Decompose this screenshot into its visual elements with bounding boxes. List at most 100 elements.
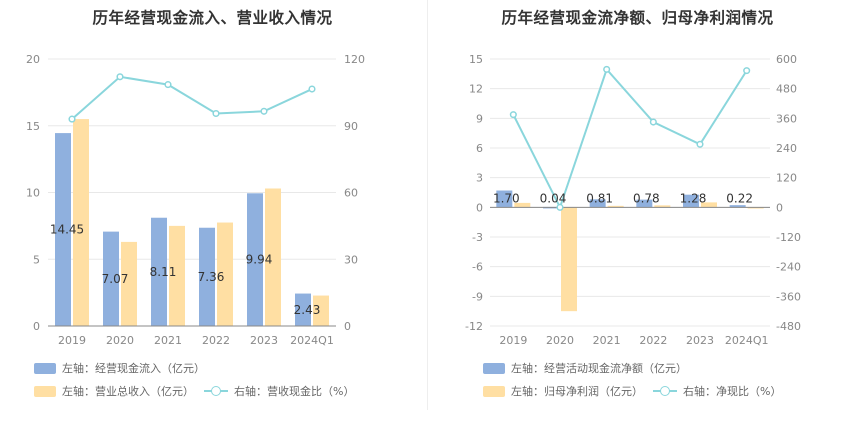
y-right-tick-label: 30 — [344, 253, 358, 266]
y-left-tick-label: 5 — [33, 253, 40, 266]
line-point — [260, 107, 268, 115]
y-left-tick-label: 15 — [469, 53, 483, 66]
y-left-tick-label: -3 — [472, 231, 483, 244]
x-tick-label: 2024Q1 — [725, 334, 769, 347]
data-label: 0.81 — [586, 191, 613, 205]
data-label: 1.70 — [493, 191, 520, 205]
data-label: 2.43 — [294, 303, 321, 317]
bar-series-1 — [683, 194, 699, 208]
x-tick-label: 2024Q1 — [290, 334, 334, 347]
line-point — [649, 118, 657, 126]
y-left-tick-label: 10 — [26, 187, 40, 200]
x-tick-label: 2022 — [202, 334, 230, 347]
bar-series-2 — [169, 225, 185, 326]
chart-canvas: 0 5 10 15 20 0 30 60 90 120 2019 2020 2021 2022 2023 20… — [26, 53, 365, 347]
chart-title: 历年经营现金流入、营业收入情况 — [92, 9, 333, 27]
bar-series-1 — [151, 217, 167, 326]
x-tick-label: 2023 — [686, 334, 714, 347]
line-point — [68, 115, 76, 123]
line-point — [509, 111, 517, 119]
bar-series-1 — [103, 231, 119, 326]
y-right-tick-label: 120 — [344, 53, 365, 66]
x-tick-label: 2021 — [593, 334, 621, 347]
y-right-tick-label: 0 — [776, 201, 783, 214]
y-right-tick-label: 120 — [776, 172, 797, 185]
bar-series-2 — [654, 205, 671, 208]
legend-item[interactable]: 左轴：经营现金流入（亿元） — [34, 360, 205, 376]
legend-item[interactable]: 右轴：营收现金比（%） — [204, 383, 354, 399]
chart-title: 历年经营现金流净额、归母净利润情况 — [501, 9, 774, 27]
y-right-tick-label: -360 — [776, 290, 801, 303]
chart-panel-right: 历年经营现金流净额、归母净利润情况 -12 -9 -6 -3 0 3 6 9 12 15 -480-… — [425, 0, 850, 437]
y-right-tick-label: -480 — [776, 320, 801, 333]
legend-label: 右轴：营收现金比（%） — [234, 385, 355, 398]
x-tick-label: 2022 — [639, 334, 667, 347]
chart-canvas: -12 -9 -6 -3 0 3 6 9 12 15 -480 -360 -240 -120 0 120 240… — [465, 53, 801, 347]
data-label: 1.28 — [680, 191, 707, 205]
legend-swatch-bar2 — [483, 385, 505, 397]
y-right-tick-label: -120 — [776, 231, 801, 244]
line-point — [212, 109, 220, 118]
line-series — [71, 75, 313, 120]
bar-series-1 — [589, 199, 606, 208]
bar-series-2 — [121, 241, 137, 326]
bar-series-2 — [217, 222, 233, 326]
chart-panel-left: 历年经营现金流入、营业收入情况 0 5 10 15 20 0 30 60 90 120 2019 20… — [26, 9, 365, 399]
x-tick-label: 2021 — [154, 334, 182, 347]
y-right-tick-label: -240 — [776, 261, 801, 274]
y-left-tick-label: 0 — [33, 320, 40, 333]
line-series — [512, 67, 748, 210]
bar-series-2 — [607, 205, 624, 208]
bar-series-1 — [295, 293, 311, 326]
y-right-tick-label: 0 — [344, 320, 351, 333]
legend-swatch-bar2 — [34, 385, 56, 397]
data-label: 0.04 — [540, 191, 567, 205]
x-tick-label: 2020 — [106, 334, 134, 347]
legend-label: 右轴：净现比（%） — [683, 385, 782, 398]
y-right-tick-label: 480 — [776, 83, 797, 96]
y-left-tick-label: -6 — [472, 261, 483, 274]
line-point — [743, 67, 751, 75]
bar-series-1 — [729, 205, 746, 208]
bar-series-2 — [561, 207, 577, 312]
legend-label: 左轴：经营活动现金流净额（亿元） — [511, 362, 687, 375]
x-tick-label: 2023 — [250, 334, 278, 347]
legend-item[interactable]: 左轴：经营活动现金流净额（亿元） — [483, 360, 687, 376]
y-left-tick-label: 9 — [476, 112, 483, 125]
bar-series-1 — [247, 193, 263, 326]
y-left-tick-label: 15 — [26, 120, 40, 133]
legend-item[interactable]: 右轴：净现比（%） — [653, 383, 781, 399]
legend-swatch-line — [653, 385, 677, 397]
legend-label: 左轴：归母净利润（亿元） — [511, 385, 643, 398]
line-point — [696, 140, 704, 148]
y-left-tick-label: 20 — [26, 53, 40, 66]
y-left-tick-label: 3 — [476, 172, 483, 185]
legend-swatch-bar1 — [483, 362, 505, 374]
bar-series-1 — [636, 199, 653, 208]
data-label: 9.94 — [246, 253, 273, 267]
x-tick-label: 2019 — [58, 334, 86, 347]
legend-swatch-line — [204, 385, 228, 397]
bar-series-1 — [55, 133, 71, 326]
bar-series-1 — [496, 190, 513, 208]
y-right-tick-label: 240 — [776, 142, 797, 155]
data-label: 8.11 — [150, 265, 177, 279]
bar-series-2 — [514, 202, 531, 208]
bar-series-2 — [701, 202, 717, 208]
bar-series-1 — [199, 227, 215, 326]
bar-series-2 — [73, 119, 89, 326]
y-left-tick-label: 0 — [476, 201, 483, 214]
y-left-tick-label: 12 — [469, 83, 483, 96]
y-right-tick-label: 60 — [344, 187, 358, 200]
y-left-tick-label: -9 — [472, 290, 483, 303]
data-label: 7.36 — [198, 270, 225, 284]
legend-item[interactable]: 左轴：归母净利润（亿元） — [483, 383, 643, 399]
y-left-tick-label: -12 — [465, 320, 483, 333]
x-tick-label: 2019 — [499, 334, 527, 347]
panel-divider — [427, 0, 428, 410]
legend-swatch-bar1 — [34, 362, 56, 374]
legend-item[interactable]: 左轴：营业总收入（亿元） — [34, 383, 194, 399]
y-right-tick-label: 360 — [776, 112, 797, 125]
x-tick-label: 2020 — [546, 334, 574, 347]
data-label: 0.78 — [633, 191, 660, 205]
